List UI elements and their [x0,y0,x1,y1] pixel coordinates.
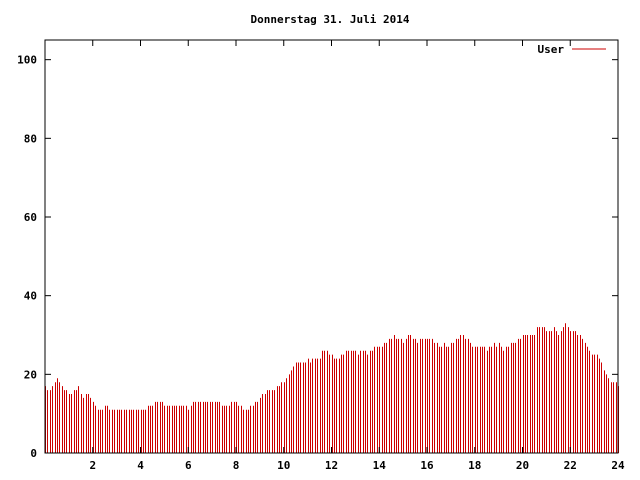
y-tick-label: 60 [24,211,37,224]
x-tick-label: 18 [468,459,481,472]
x-tick-label: 20 [516,459,529,472]
y-tick-label: 80 [24,132,37,145]
x-tick-label: 22 [564,459,577,472]
plot-frame [44,39,619,454]
x-tick-label: 10 [277,459,290,472]
x-tick-label: 12 [325,459,338,472]
y-tick-label: 20 [24,368,37,381]
y-tick-label: 40 [24,290,37,303]
legend-label-user: User [538,43,565,56]
x-tick-label: 14 [373,459,387,472]
x-tick-label: 2 [89,459,96,472]
x-tick-label: 6 [185,459,192,472]
y-tick-label: 100 [17,54,37,67]
bar-series-user [45,323,619,453]
x-tick-label: 16 [420,459,434,472]
y-tick-label: 0 [30,447,37,460]
chart-title: Donnerstag 31. Juli 2014 [251,13,410,26]
x-tick-label: 24 [611,459,625,472]
legend: User [538,43,606,56]
x-tick-label: 4 [137,459,144,472]
x-tick-label: 8 [233,459,240,472]
